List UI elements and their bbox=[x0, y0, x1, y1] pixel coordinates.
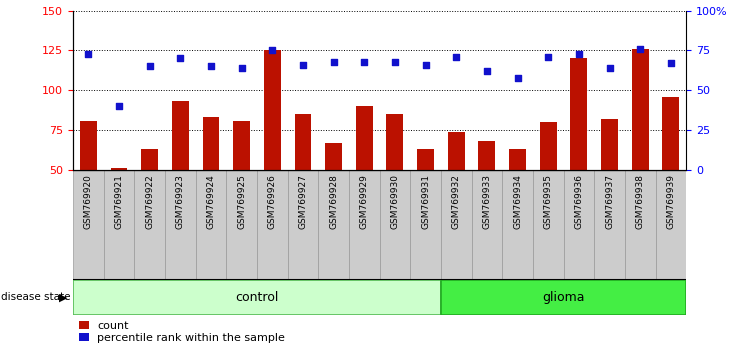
Legend: count, percentile rank within the sample: count, percentile rank within the sample bbox=[79, 321, 285, 343]
Bar bbox=[601, 119, 618, 170]
Bar bbox=[509, 149, 526, 170]
Bar bbox=[539, 122, 557, 170]
Text: GSM769939: GSM769939 bbox=[666, 174, 675, 229]
Bar bbox=[73, 280, 441, 315]
Point bbox=[389, 59, 401, 64]
Bar bbox=[594, 170, 625, 280]
Text: disease state: disease state bbox=[1, 292, 71, 302]
Text: GSM769929: GSM769929 bbox=[360, 174, 369, 229]
Point bbox=[297, 62, 309, 68]
Bar bbox=[172, 101, 189, 170]
Text: GSM769920: GSM769920 bbox=[84, 174, 93, 229]
Point bbox=[144, 64, 155, 69]
Text: GSM769923: GSM769923 bbox=[176, 174, 185, 229]
Bar bbox=[233, 120, 250, 170]
Bar bbox=[478, 141, 496, 170]
Bar bbox=[226, 170, 257, 280]
Point bbox=[358, 59, 370, 64]
Point bbox=[113, 103, 125, 109]
Bar bbox=[264, 50, 281, 170]
Bar bbox=[472, 170, 502, 280]
Bar bbox=[80, 120, 97, 170]
Point bbox=[512, 75, 523, 80]
Text: GSM769938: GSM769938 bbox=[636, 174, 645, 229]
Text: GSM769927: GSM769927 bbox=[299, 174, 307, 229]
Bar bbox=[533, 170, 564, 280]
Text: control: control bbox=[235, 291, 279, 304]
Text: GSM769922: GSM769922 bbox=[145, 174, 154, 229]
Point bbox=[665, 60, 677, 66]
Bar bbox=[570, 58, 588, 170]
Text: GSM769932: GSM769932 bbox=[452, 174, 461, 229]
Point bbox=[205, 64, 217, 69]
Text: GSM769936: GSM769936 bbox=[575, 174, 583, 229]
Bar bbox=[564, 170, 594, 280]
Bar bbox=[386, 114, 404, 170]
Point bbox=[450, 54, 462, 59]
Bar bbox=[73, 170, 104, 280]
Point bbox=[266, 47, 278, 53]
Bar bbox=[662, 97, 680, 170]
Point bbox=[481, 68, 493, 74]
Bar bbox=[447, 132, 465, 170]
Text: GSM769925: GSM769925 bbox=[237, 174, 246, 229]
Bar bbox=[349, 170, 380, 280]
Bar bbox=[356, 106, 373, 170]
Bar bbox=[288, 170, 318, 280]
Bar bbox=[134, 170, 165, 280]
Bar bbox=[294, 114, 312, 170]
Text: GSM769926: GSM769926 bbox=[268, 174, 277, 229]
Text: ▶: ▶ bbox=[58, 292, 67, 302]
Point bbox=[82, 51, 94, 56]
Point bbox=[604, 65, 615, 71]
Text: GSM769928: GSM769928 bbox=[329, 174, 338, 229]
Bar bbox=[441, 280, 686, 315]
Bar bbox=[631, 49, 649, 170]
Bar bbox=[325, 143, 342, 170]
Point bbox=[328, 59, 339, 64]
Point bbox=[573, 51, 585, 56]
Bar bbox=[318, 170, 349, 280]
Point bbox=[420, 62, 431, 68]
Bar bbox=[625, 170, 656, 280]
Point bbox=[634, 46, 646, 52]
Text: GSM769934: GSM769934 bbox=[513, 174, 522, 229]
Text: GSM769921: GSM769921 bbox=[115, 174, 123, 229]
Point bbox=[542, 54, 554, 59]
Point bbox=[236, 65, 247, 71]
Bar bbox=[257, 170, 288, 280]
Bar bbox=[165, 170, 196, 280]
Bar bbox=[441, 170, 472, 280]
Bar bbox=[110, 168, 128, 170]
Bar bbox=[410, 170, 441, 280]
Bar bbox=[104, 170, 134, 280]
Bar bbox=[380, 170, 410, 280]
Text: GSM769933: GSM769933 bbox=[483, 174, 491, 229]
Text: GSM769935: GSM769935 bbox=[544, 174, 553, 229]
Text: GSM769931: GSM769931 bbox=[421, 174, 430, 229]
Text: glioma: glioma bbox=[542, 291, 585, 304]
Point bbox=[174, 56, 186, 61]
Bar bbox=[141, 149, 158, 170]
Text: GSM769924: GSM769924 bbox=[207, 174, 215, 229]
Text: GSM769937: GSM769937 bbox=[605, 174, 614, 229]
Bar bbox=[417, 149, 434, 170]
Bar bbox=[202, 117, 220, 170]
Bar bbox=[502, 170, 533, 280]
Bar bbox=[656, 170, 686, 280]
Bar bbox=[196, 170, 226, 280]
Text: GSM769930: GSM769930 bbox=[391, 174, 399, 229]
